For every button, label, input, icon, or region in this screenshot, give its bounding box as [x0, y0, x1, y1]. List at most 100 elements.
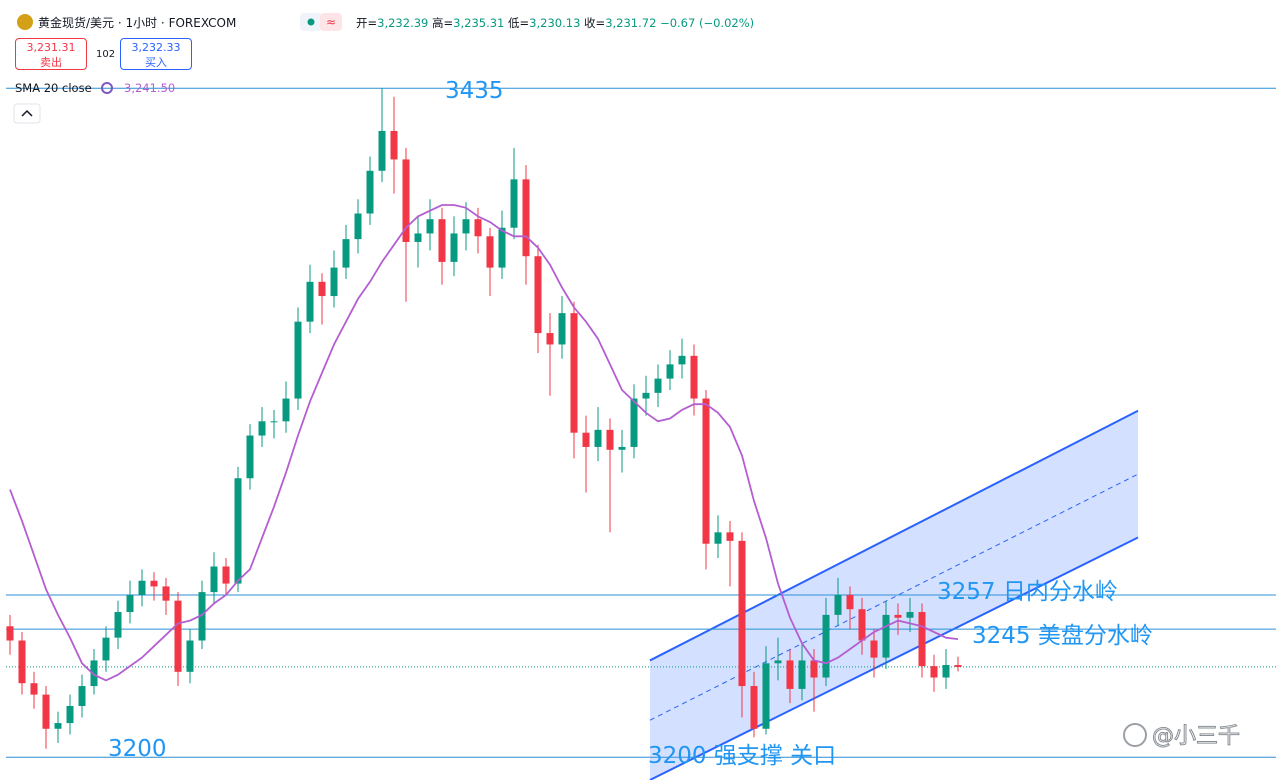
candle-body: [186, 640, 194, 672]
badge: [320, 13, 342, 31]
candle-body: [42, 694, 50, 729]
buy-button[interactable]: 3,232.33 买入: [120, 38, 192, 70]
ohlc-label: 高=: [432, 16, 454, 30]
chevron: [21, 109, 33, 117]
candle-body: [174, 600, 182, 672]
candle-body: [822, 614, 830, 678]
candle-body: [498, 227, 506, 268]
ohlc-label: 低=: [508, 16, 530, 30]
title-icons: ≈: [17, 13, 342, 94]
candle-body: [390, 130, 398, 160]
candle-body: [282, 398, 290, 422]
candle-body: [546, 333, 554, 345]
ohlc-value: 3,230.13: [529, 16, 581, 30]
candle-body: [246, 435, 254, 479]
annotation: 3245 美盘分水岭: [972, 623, 1153, 649]
candle-body: [882, 614, 890, 658]
candle-body: [342, 239, 350, 268]
indicator-icon: [101, 82, 113, 94]
indicator-value: 3,241.50: [124, 81, 176, 95]
candle-body: [606, 429, 614, 450]
candle-body: [642, 392, 650, 399]
candle-body: [870, 640, 878, 658]
candle-body: [798, 660, 806, 689]
candle-body: [54, 723, 62, 729]
indicator-name: SMA 20 close: [15, 81, 92, 95]
annotation: 3257 日内分水岭: [937, 579, 1118, 605]
candle-body: [378, 130, 386, 171]
candle-body: [486, 236, 494, 268]
candle-body: [558, 313, 566, 345]
sma-line: [9, 204, 959, 682]
candle-body: [222, 566, 230, 584]
candle-body: [78, 686, 86, 706]
button-frame[interactable]: [13, 103, 41, 124]
candle-body: [258, 421, 266, 436]
candle-body: [294, 321, 302, 399]
annotation: 3435: [445, 78, 504, 104]
candle-body: [66, 705, 74, 724]
channel-upper: [649, 409, 1139, 662]
candle-body: [90, 660, 98, 687]
candle-body: [726, 532, 734, 541]
candle-body: [102, 637, 110, 661]
watermark-text: @小三千: [1152, 724, 1240, 749]
candle-body: [18, 640, 26, 684]
candle-body: [930, 666, 938, 678]
candle-body: [402, 159, 410, 242]
collapse-button[interactable]: [13, 103, 41, 124]
candle-body: [438, 219, 446, 262]
ohlc-legend: 开=3,232.39 高=3,235.31 低=3,230.13 收=3,231…: [356, 15, 754, 31]
buy-label: 买入: [145, 56, 167, 69]
candle-body: [678, 355, 686, 365]
candle-body: [522, 179, 530, 257]
change-percent: (−0.02%): [698, 16, 755, 30]
candle-body: [666, 364, 674, 379]
candle-body: [510, 179, 518, 228]
candle-body: [762, 663, 770, 729]
candle-body: [954, 665, 962, 667]
candle-body: [210, 566, 218, 593]
candle-body: [474, 219, 482, 237]
candle-body: [786, 660, 794, 689]
candle-body: [774, 660, 782, 664]
candle-body: [414, 233, 422, 242]
candle-body: [570, 313, 578, 433]
channel-lower: [649, 536, 1139, 780]
ohlc-value: 3,231.72: [605, 16, 657, 30]
candle-body: [426, 219, 434, 234]
sell-button[interactable]: 3,231.31 卖出: [15, 38, 87, 70]
candle-body: [942, 665, 950, 678]
candle-body: [534, 256, 542, 334]
badge-symbol: ≈: [326, 15, 336, 29]
candle-body: [198, 592, 206, 641]
annotations: 3435 3200 3257 日内分水岭 3245 美盘分水岭 3200 强支撑…: [108, 78, 1153, 769]
candle-body: [582, 432, 590, 447]
candle-body: [114, 612, 122, 638]
buy-price: 3,232.33: [131, 41, 181, 54]
candle-body: [138, 580, 146, 595]
symbol-title: 黄金现货/美元 · 1小时 · FOREXCOM: [38, 16, 237, 30]
candle-body: [6, 626, 14, 641]
candle-body: [354, 213, 362, 240]
symbol-icon: [17, 14, 33, 30]
annotation: 3200 强支撑 关口: [648, 743, 836, 769]
candle-body: [846, 594, 854, 610]
ohlc-label: 收=: [584, 16, 606, 30]
candle-body: [834, 594, 842, 615]
ohlc-value: 3,235.31: [453, 16, 505, 30]
candle-body: [330, 267, 338, 297]
candle-body: [750, 686, 758, 729]
candle-body: [234, 478, 242, 584]
candle-body: [306, 281, 314, 322]
channel-mid: [649, 473, 1139, 721]
candle-body: [162, 586, 170, 601]
candle-body: [894, 614, 902, 618]
sell-label: 卖出: [40, 56, 62, 69]
candle-body: [810, 660, 818, 678]
candle-body: [366, 170, 374, 214]
watermark: @小三千: [1123, 723, 1241, 750]
sma-layer: [9, 204, 959, 682]
